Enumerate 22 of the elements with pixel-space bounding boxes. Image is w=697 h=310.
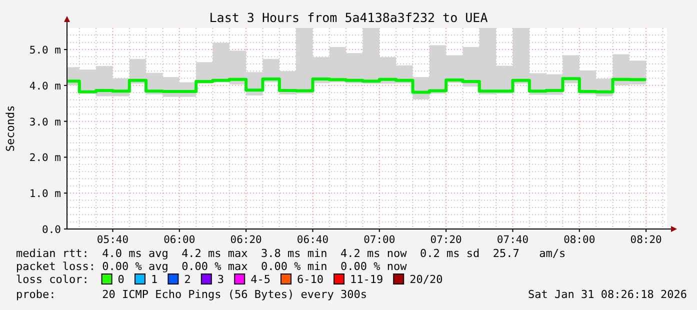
text: probe: 20 ICMP Echo Pings (56 Bytes) every 300s <box>16 288 367 301</box>
x-tick-label: 05:40 <box>96 234 129 246</box>
chart-title: Last 3 Hours from 5a4138a3f232 to UEA <box>209 10 488 25</box>
y-tick-label: 0.0 <box>42 224 61 236</box>
x-tick-label: 08:00 <box>564 234 596 246</box>
y-tick-label: 1.0 m <box>29 188 61 200</box>
x-tick-label: 07:40 <box>496 234 529 246</box>
text: Sat Jan 31 08:26:18 2026 <box>528 288 687 301</box>
x-tick-label: 06:40 <box>296 234 329 246</box>
x-tick-label: 08:20 <box>630 234 662 246</box>
text: loss color: 0 1 2 3 4-5 6-10 11-19 20/20 <box>16 273 443 286</box>
y-tick-label: 3.0 m <box>29 116 61 128</box>
x-tick-label: 07:20 <box>430 234 462 246</box>
y-tick-label: 2.0 m <box>29 152 61 164</box>
x-tick-label: 06:00 <box>164 234 196 246</box>
text: packet loss: 0.00 % avg 0.00 % max 0.00 % min 0.00 % now <box>16 260 408 273</box>
x-tick-label: 07:00 <box>364 234 396 246</box>
text: median rtt: 4.0 ms avg 4.2 ms max 3.8 ms min 4.2 ms now 0.2 ms sd 25.7 am/s <box>16 247 566 260</box>
y-tick-label: 5.0 m <box>29 44 61 57</box>
y-tick-label: 4.0 m <box>29 80 61 92</box>
x-tick-label: 06:20 <box>230 234 262 246</box>
y-axis-title: Seconds <box>4 105 17 152</box>
